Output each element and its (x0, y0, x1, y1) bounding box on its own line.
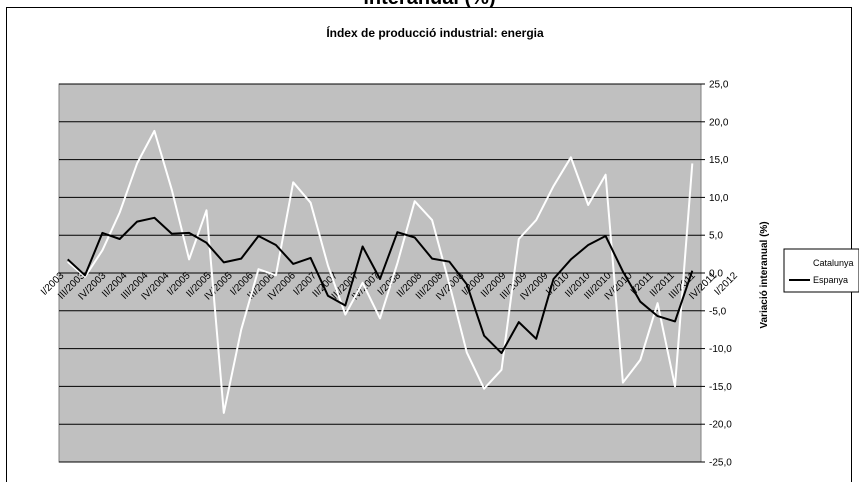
y-tick-label: 5,0 (709, 231, 723, 242)
y-tick-label: -20,0 (709, 420, 732, 431)
page-title: interanual (%) (0, 0, 859, 10)
y-tick-label: -10,0 (709, 344, 732, 355)
y-tick-label: 10,0 (709, 193, 729, 204)
legend-label-espanya: Espanya (813, 275, 848, 285)
series-line-catalunya (67, 129, 694, 414)
gridlines (59, 83, 701, 463)
legend-box (783, 248, 859, 293)
series-line-espanya (67, 216, 694, 355)
y-axis-label: Variació interanual (%) (759, 221, 770, 328)
y-tick-label: 25,0 (709, 80, 729, 91)
y-tick-label: 0,0 (709, 269, 723, 280)
y-tick-label: 20,0 (709, 117, 729, 128)
y-tick-label: -25,0 (709, 458, 732, 469)
y-tick-label: 15,0 (709, 155, 729, 166)
legend: Catalunya Espanya (783, 248, 859, 293)
y-tick-label: -5,0 (709, 306, 727, 317)
series-lines (67, 129, 694, 414)
legend-label-catalunya: Catalunya (813, 258, 854, 268)
chart-title: Índex de producció industrial: energia (326, 25, 544, 40)
y-axis-ticks: 25,0 20,0 15,0 10,0 5,0 0,0 -5,0 -10,0 -15,0 -20,… (701, 80, 732, 469)
y-tick-label: -15,0 (709, 382, 732, 393)
